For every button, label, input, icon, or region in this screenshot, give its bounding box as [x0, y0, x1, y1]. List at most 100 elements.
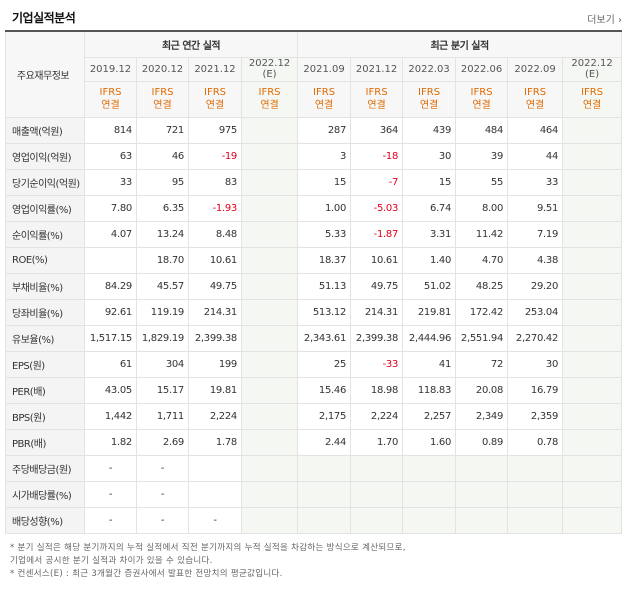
table-cell	[562, 220, 623, 248]
table-cell: 33	[84, 168, 137, 196]
table-cell: 8.48	[188, 220, 242, 248]
table-cell: 1.82	[84, 428, 137, 456]
table-cell: 72	[455, 350, 509, 378]
table-cell	[562, 194, 623, 222]
table-row: 유보율(%) 1,517.15 1,829.19 2,399.38 2,343.61 2,…	[5, 324, 623, 352]
row-label: BPS(원)	[5, 402, 85, 430]
table-cell	[455, 506, 509, 534]
table-cell: 1.00	[297, 194, 352, 222]
table-row: 당좌비율(%) 92.61 119.19 214.31 513.12 214.31 219.…	[5, 298, 623, 326]
table-cell: 0.78	[507, 428, 564, 456]
table-cell	[240, 480, 299, 508]
table-cell: -7	[350, 168, 404, 196]
table-cell: 95	[136, 168, 189, 196]
table-cell: -18	[350, 142, 404, 170]
table-cell	[240, 298, 299, 326]
table-cell: -	[188, 506, 242, 534]
table-cell: 30	[507, 350, 564, 378]
table-cell: 51.13	[297, 272, 352, 300]
table-row: 당기순이익(억원) 33 95 83 15 -7 15 55 33	[5, 168, 623, 196]
more-link[interactable]: 더보기 ›	[587, 15, 622, 26]
quarterly-group-header: 최근 분기 실적	[297, 30, 623, 58]
table-cell	[240, 350, 299, 378]
table-cell: 11.42	[455, 220, 509, 248]
table-cell: 63	[84, 142, 137, 170]
table-cell: -33	[350, 350, 404, 378]
table-cell: -	[136, 454, 189, 482]
ifrs-label: IFRS 연결	[84, 80, 137, 118]
footnote-2: 기업에서 공시한 분기 실적과 차이가 있을 수 있습니다.	[10, 556, 213, 566]
table-cell	[562, 324, 623, 352]
period-header: 2022.03	[402, 56, 457, 82]
table-cell: 7.80	[84, 194, 137, 222]
row-label: 배당성향(%)	[5, 506, 85, 534]
table-cell	[562, 272, 623, 300]
row-label: 주당배당금(원)	[5, 454, 85, 482]
table-cell: 6.74	[402, 194, 457, 222]
table-cell	[507, 454, 564, 482]
table-cell: 13.24	[136, 220, 189, 248]
row-label: 유보율(%)	[5, 324, 85, 352]
table-cell: 721	[136, 116, 189, 144]
table-cell: 513.12	[297, 298, 352, 326]
table-cell	[188, 480, 242, 508]
table-cell: 6.35	[136, 194, 189, 222]
footnote-3: * 컨센서스(E) : 최근 3개월간 증권사에서 발표한 전망치의 평균값입니…	[10, 569, 283, 579]
table-cell	[350, 506, 404, 534]
table-cell: 2,343.61	[297, 324, 352, 352]
table-row: BPS(원) 1,442 1,711 2,224 2,175 2,224 2,257 2,34…	[5, 402, 623, 430]
table-row: 부채비율(%) 84.29 45.57 49.75 51.13 49.75 51.02 48.…	[5, 272, 623, 300]
table-cell	[562, 480, 623, 508]
table-cell: 2,444.96	[402, 324, 457, 352]
ifrs-label: IFRS 연결	[402, 80, 457, 118]
row-label: PER(배)	[5, 376, 85, 404]
table-cell: 44	[507, 142, 564, 170]
table-cell: 2,349	[455, 402, 509, 430]
table-cell: 45.57	[136, 272, 189, 300]
table-cell	[240, 272, 299, 300]
table-cell: 2.69	[136, 428, 189, 456]
period-header: 2021.12	[350, 56, 404, 82]
table-row: 영업이익률(%) 7.80 6.35 -1.93 1.00 -5.03 6.74 8.00 9.…	[5, 194, 623, 222]
table-cell	[562, 506, 623, 534]
table-cell: 172.42	[455, 298, 509, 326]
table-row: 순이익률(%) 4.07 13.24 8.48 5.33 -1.87 3.31 11.42 7.…	[5, 220, 623, 248]
table-cell: 9.51	[507, 194, 564, 222]
table-cell	[562, 454, 623, 482]
table-cell: -	[84, 454, 137, 482]
table-cell: 15.46	[297, 376, 352, 404]
period-header: 2022.12 (E)	[240, 56, 299, 82]
table-cell: 92.61	[84, 298, 137, 326]
table-cell	[562, 116, 623, 144]
period-header: 2022.12 (E)	[562, 56, 623, 82]
table-cell	[402, 506, 457, 534]
table-cell	[297, 454, 352, 482]
table-cell	[240, 220, 299, 248]
period-header: 2022.09	[507, 56, 564, 82]
table-cell	[240, 324, 299, 352]
annual-group-header: 최근 연간 실적	[83, 30, 299, 58]
table-cell: 2,175	[297, 402, 352, 430]
table-cell: 15	[297, 168, 352, 196]
table-row: 영업이익(억원) 63 46 -19 3 -18 30 39 44	[5, 142, 623, 170]
table-cell	[562, 298, 623, 326]
table-cell: 199	[188, 350, 242, 378]
ifrs-label: IFRS 연결	[297, 80, 352, 118]
ifrs-label: IFRS 연결	[507, 80, 564, 118]
ifrs-label: IFRS 연결	[455, 80, 509, 118]
row-label: 부채비율(%)	[5, 272, 85, 300]
table-cell: -1.93	[188, 194, 242, 222]
table-cell: 16.79	[507, 376, 564, 404]
table-cell: -	[84, 506, 137, 534]
table-cell	[240, 116, 299, 144]
table-row: 매출액(억원) 814 721 975 287 364 439 484 464	[5, 116, 623, 144]
row-label: 영업이익률(%)	[5, 194, 85, 222]
table-cell: 19.81	[188, 376, 242, 404]
table-cell	[562, 142, 623, 170]
table-row: PBR(배) 1.82 2.69 1.78 2.44 1.70 1.60 0.89 0.78	[5, 428, 623, 456]
table-cell: 1,829.19	[136, 324, 189, 352]
table-cell: 3	[297, 142, 352, 170]
table-cell	[402, 480, 457, 508]
table-cell	[240, 376, 299, 404]
table-row: PER(배) 43.05 15.17 19.81 15.46 18.98 118.83 20.…	[5, 376, 623, 404]
